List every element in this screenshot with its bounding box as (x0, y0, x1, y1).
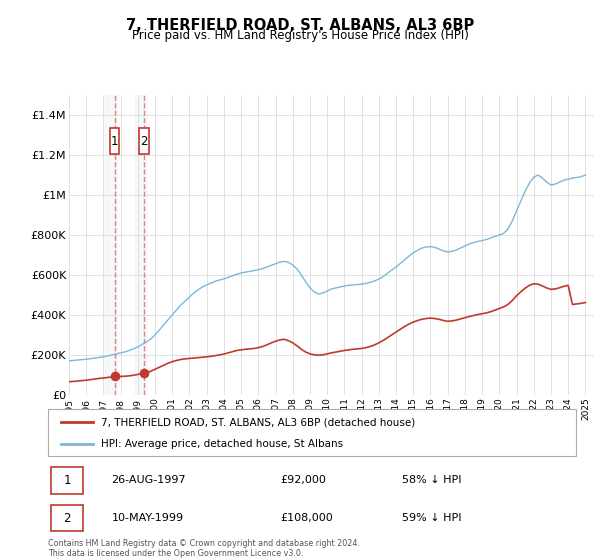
Text: 2: 2 (63, 512, 71, 525)
Text: HPI: Average price, detached house, St Albans: HPI: Average price, detached house, St A… (101, 439, 343, 449)
Text: 58% ↓ HPI: 58% ↓ HPI (402, 475, 461, 486)
Text: 1: 1 (111, 134, 118, 148)
Text: Contains HM Land Registry data © Crown copyright and database right 2024.
This d: Contains HM Land Registry data © Crown c… (48, 539, 360, 558)
Bar (139, 128, 149, 154)
Text: 7, THERFIELD ROAD, ST. ALBANS, AL3 6BP (detached house): 7, THERFIELD ROAD, ST. ALBANS, AL3 6BP (… (101, 417, 415, 427)
Text: Price paid vs. HM Land Registry's House Price Index (HPI): Price paid vs. HM Land Registry's House … (131, 29, 469, 42)
Text: 2: 2 (140, 134, 148, 148)
Bar (50, 505, 83, 531)
Text: 59% ↓ HPI: 59% ↓ HPI (402, 513, 461, 523)
Text: £92,000: £92,000 (280, 475, 326, 486)
Bar (50, 467, 83, 493)
Text: 10-MAY-1999: 10-MAY-1999 (112, 513, 184, 523)
Bar (134, 95, 146, 395)
Text: £108,000: £108,000 (280, 513, 333, 523)
Text: 7, THERFIELD ROAD, ST. ALBANS, AL3 6BP: 7, THERFIELD ROAD, ST. ALBANS, AL3 6BP (126, 18, 474, 33)
Bar (110, 128, 119, 154)
Text: 1: 1 (63, 474, 71, 487)
Text: 26-AUG-1997: 26-AUG-1997 (112, 475, 186, 486)
Bar (105, 95, 116, 395)
